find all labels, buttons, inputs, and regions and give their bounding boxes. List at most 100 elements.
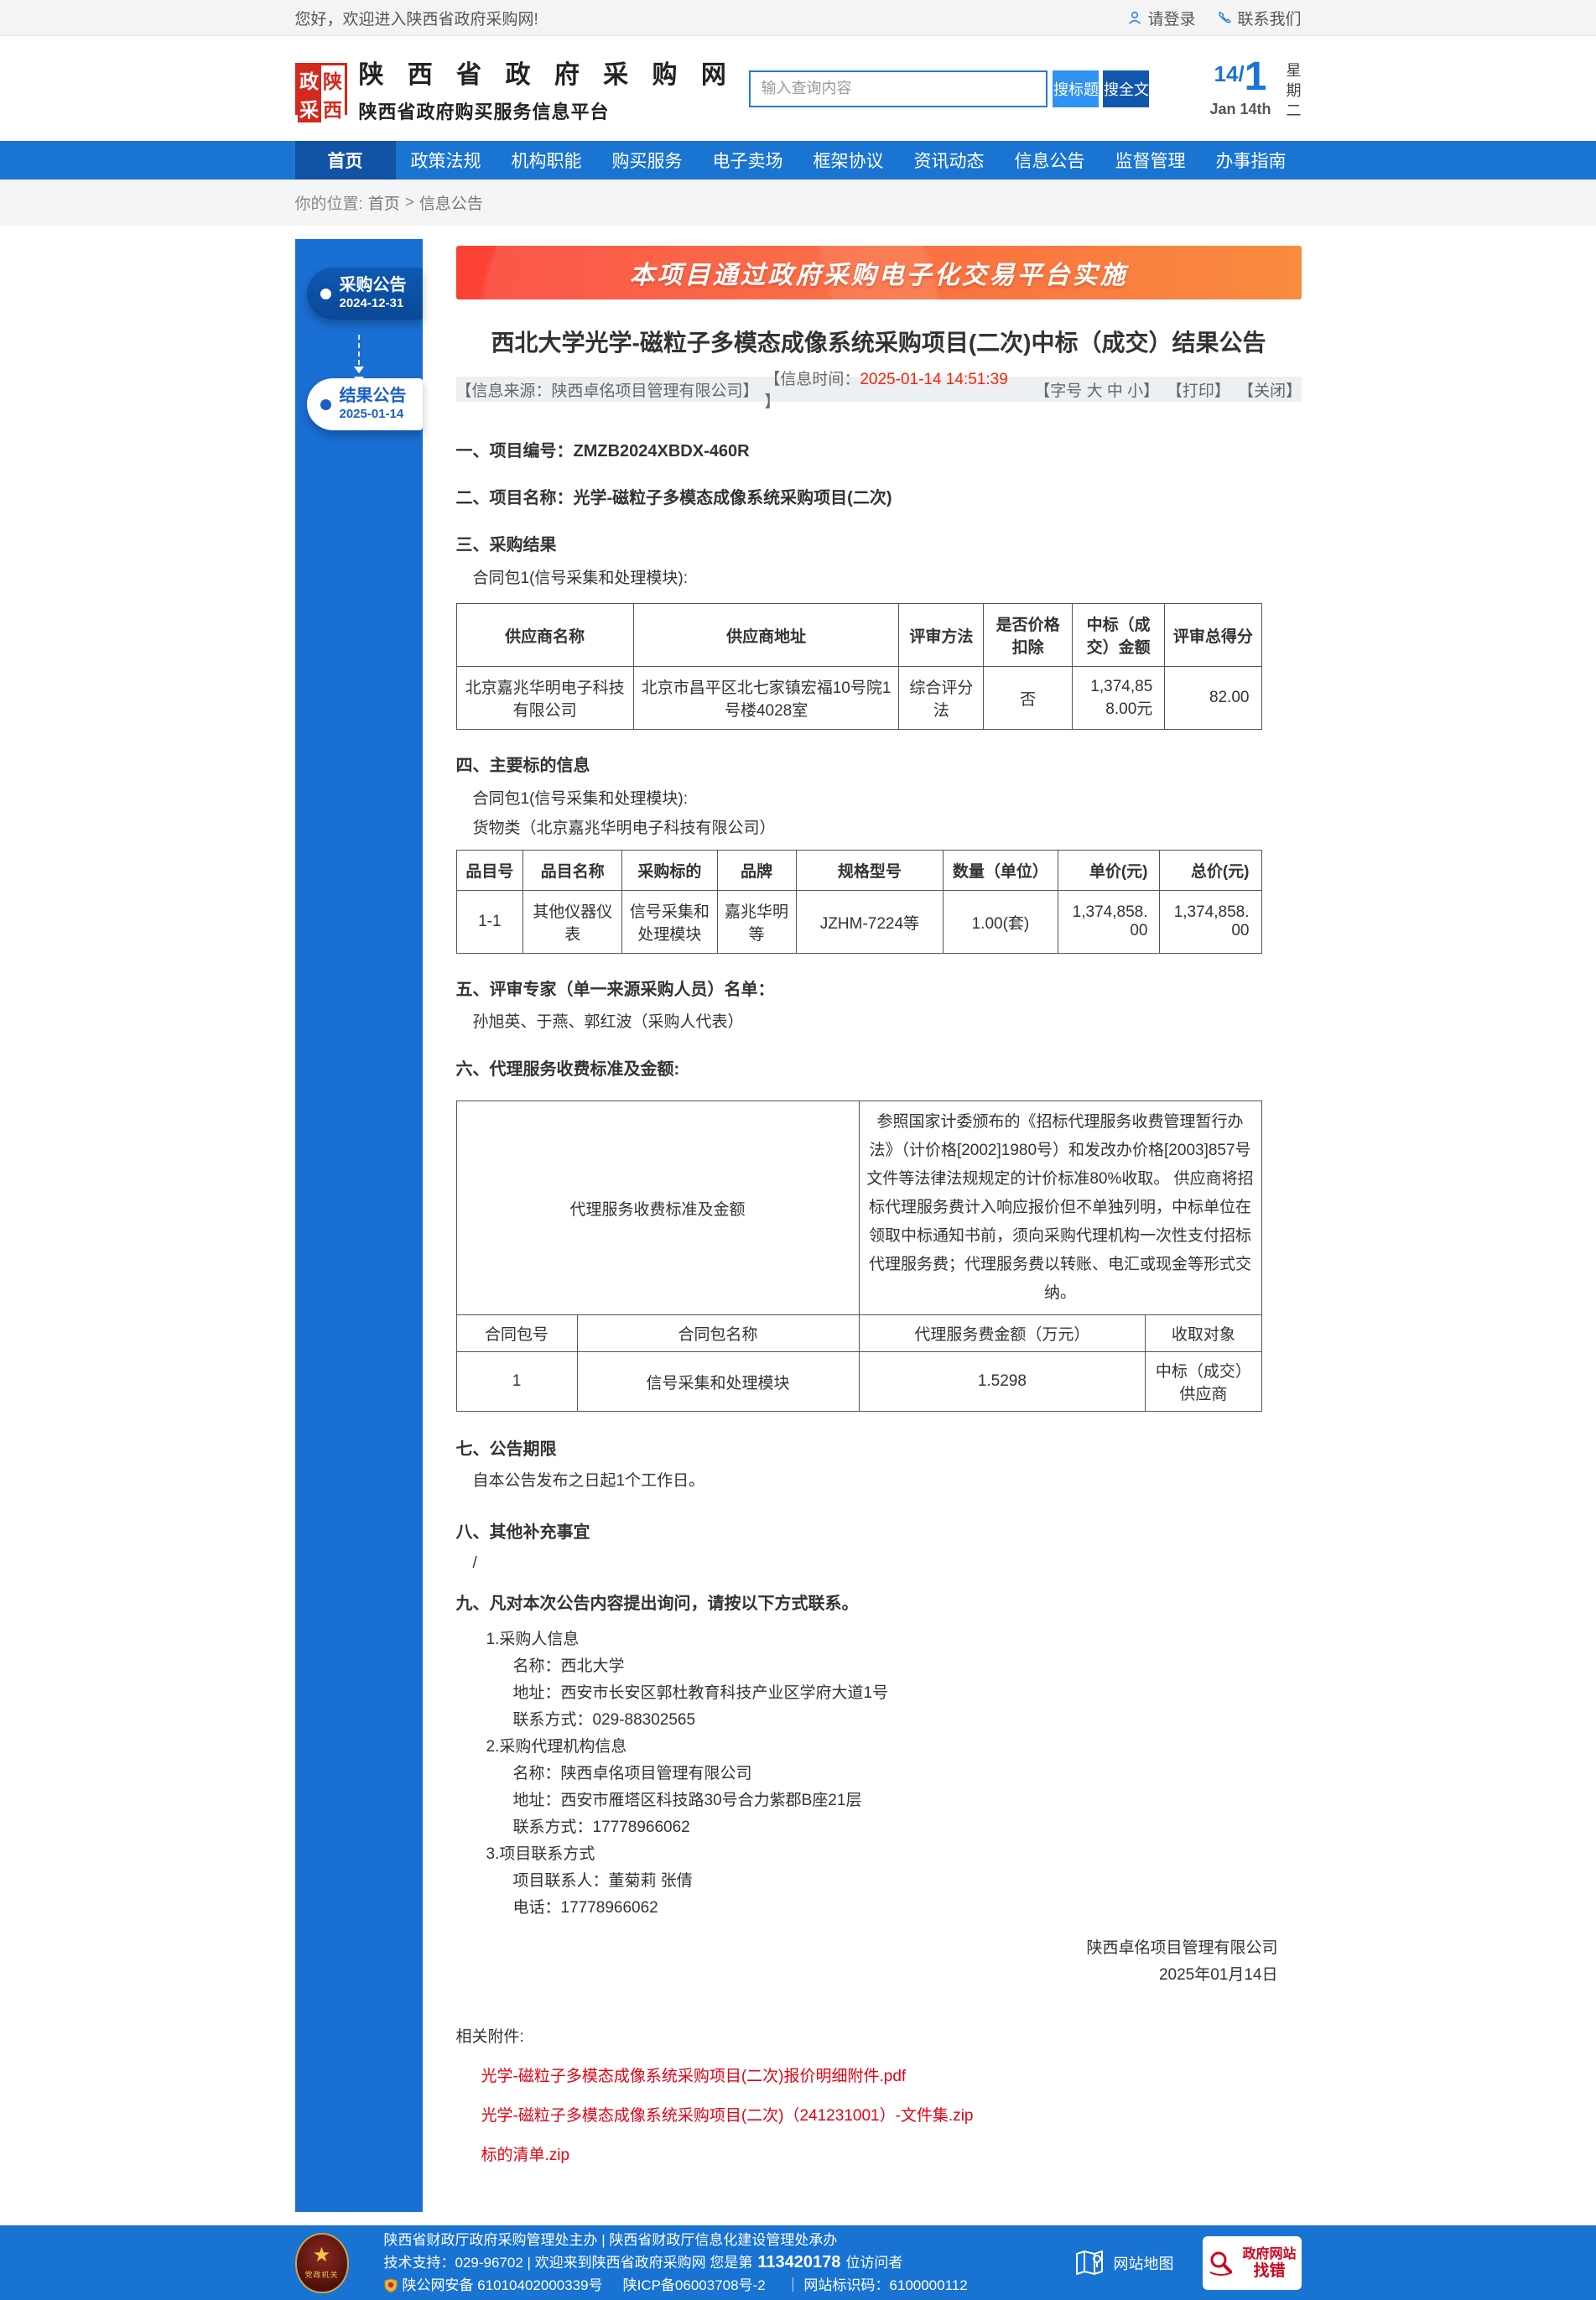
nav-supervision[interactable]: 监督管理 — [1115, 152, 1186, 171]
project-contact-person: 项目联系人：董菊莉 张倩 — [512, 1872, 693, 1890]
contact-us-link[interactable]: 联系我们 — [1217, 7, 1302, 29]
section-result-title: 三、采购结果 — [455, 536, 557, 554]
seal-char: 采 — [297, 93, 321, 122]
nav-emall[interactable]: 电子卖场 — [712, 152, 783, 171]
nav-policy[interactable]: 政策法规 — [410, 152, 481, 171]
breadcrumb-current[interactable]: 信息公告 — [418, 195, 483, 213]
beian-icp-link[interactable]: 陕ICP备06003708号-2 — [622, 2277, 766, 2293]
section-project-number: 一、项目编号：ZMZB2024XBDX-460R — [455, 442, 750, 461]
platform-banner: 本项目通过政府采购电子化交易平台实施 — [455, 246, 1302, 299]
login-link[interactable]: 请登录 — [1127, 7, 1195, 29]
search-input[interactable] — [749, 70, 1048, 107]
nav-news[interactable]: 资讯动态 — [913, 152, 985, 171]
agency-fee-description: 参照国家计委颁布的《招标代理服务收费管理暂行办法》（计价格[2002]1980号… — [858, 1101, 1262, 1315]
timeline-dot — [320, 398, 331, 410]
meta-print-button[interactable]: 【打印】 — [1166, 382, 1230, 400]
police-badge-icon — [384, 2278, 397, 2292]
buyer-info-header: 1.采购人信息 — [486, 1631, 580, 1648]
section-period-title: 七、公告期限 — [455, 1440, 557, 1459]
agency-fee-table: 代理服务收费标准及金额 参照国家计委颁布的《招标代理服务收费管理暂行办法》（计价… — [455, 1101, 1262, 1412]
breadcrumb-home-link[interactable]: 首页 — [367, 195, 400, 213]
meta-fontsize-controls[interactable]: 【字号 大 中 小】 — [1034, 382, 1160, 400]
article-meta-bar: 【信息来源：陕西卓佲项目管理有限公司】 【信息时间：2025-01-14 14:… — [455, 371, 1302, 411]
signature-block: 陕西卓佲项目管理有限公司 2025年01月14日 — [456, 1935, 1302, 1989]
beian-police-link[interactable]: 陕公网安备 61010402000339号 — [402, 2277, 603, 2293]
sidebar-item-title: 采购公告 — [339, 276, 407, 294]
site-header: 政 陕 采 西 陕 西 省 政 府 采 购 网 陕西省政府购买服务信息平台 搜标… — [0, 36, 1596, 141]
search-bar: 搜标题 搜全文 — [749, 70, 1150, 107]
platform-banner-text: 本项目通过政府采购电子化交易平台实施 — [629, 262, 1128, 289]
table-row: 代理服务收费标准及金额 参照国家计委颁布的《招标代理服务收费管理暂行办法》（计价… — [455, 1101, 1262, 1315]
table-header-row: 品目号 品目名称 采购标的 品牌 规格型号 数量（单位） 单价(元) 总价(元) — [455, 850, 1262, 891]
date-daymonth: 14/ — [1214, 60, 1245, 86]
breadcrumb-label: 你的位置: — [294, 195, 363, 213]
welcome-text: 您好，欢迎进入陕西省政府采购网! — [294, 10, 538, 29]
meta-source: 【信息来源：陕西卓佲项目管理有限公司】 — [455, 382, 759, 400]
seal-char: 陕 — [320, 65, 345, 94]
sitemap-link[interactable]: 网站地图 — [1074, 2247, 1174, 2279]
logo-seal-icon: 政 陕 采 西 — [294, 62, 347, 122]
nav-guide[interactable]: 办事指南 — [1215, 152, 1287, 171]
nav-announcements[interactable]: 信息公告 — [1014, 152, 1085, 171]
table-header-row: 合同包号 合同包名称 代理服务费金额（万元） 收取对象 — [455, 1314, 1262, 1352]
sidebar-item-date: 2024-12-31 — [339, 296, 404, 310]
search-title-button[interactable]: 搜标题 — [1053, 70, 1100, 107]
date-english: Jan 14th — [1209, 100, 1271, 117]
visitor-count: 113420178 — [757, 2253, 841, 2271]
section-experts-title: 五、评审专家（单一来源采购人员）名单： — [455, 981, 775, 999]
attachment-link-zip[interactable]: 光学-磁粒子多模态成像系统采购项目(二次)（241231001）-文件集.zip — [481, 2107, 974, 2125]
seal-char: 政 — [297, 65, 321, 94]
period-text: 自本公告发布之日起1个工作日。 — [472, 1472, 705, 1490]
meta-close-button[interactable]: 【关闭】 — [1238, 382, 1302, 400]
site-footer: ★ 党政机关 陕西省财政厅政府采购管理处主办 | 陕西省财政厅信息化建设管理处承… — [0, 2225, 1596, 2300]
sidebar-item-result-announcement[interactable]: 结果公告 2025-01-14 — [306, 378, 423, 430]
buyer-name: 名称：西北大学 — [512, 1657, 625, 1675]
result-table: 供应商名称 供应商地址 评审方法 是否价格扣除 中标（成交）金额 评审总得分 北… — [455, 603, 1262, 730]
site-id-code: ｜ 网站标识码：6100000112 — [785, 2277, 968, 2293]
seal-char: 西 — [320, 93, 345, 122]
table-row: 北京嘉兆华明电子科技有限公司 北京市昌平区北七家镇宏福10号院1号楼4028室 … — [455, 666, 1262, 730]
breadcrumb-strip: 你的位置: 首页 > 信息公告 — [0, 180, 1596, 226]
date-month-big: 1 — [1244, 54, 1267, 99]
main-nav: 首页 政策法规 机构职能 购买服务 电子卖场 框架协议 资讯动态 信息公告 监督… — [0, 141, 1596, 180]
attachments-title: 相关附件: — [455, 2028, 524, 2046]
agency-address: 地址：西安市雁塔区科技路30号合力紫郡B座21层 — [512, 1792, 862, 1809]
content-area: 采购公告 2024-12-31 结果公告 2025-01-14 本项目通过政府采… — [294, 226, 1302, 2212]
table-header-row: 供应商名称 供应商地址 评审方法 是否价格扣除 中标（成交）金额 评审总得分 — [455, 603, 1262, 667]
search-fulltext-button[interactable]: 搜全文 — [1103, 70, 1150, 107]
sidebar-item-purchase-announcement[interactable]: 采购公告 2024-12-31 — [306, 268, 423, 320]
attachment-link-pdf[interactable]: 光学-磁粒子多模态成像系统采购项目(二次)报价明细附件.pdf — [481, 2068, 907, 2085]
attachment-link-list-zip[interactable]: 标的清单.zip — [481, 2146, 570, 2164]
nav-functions[interactable]: 机构职能 — [511, 152, 582, 171]
top-bar: 您好，欢迎进入陕西省政府采购网! 请登录 联系我们 — [0, 0, 1596, 36]
nav-home[interactable]: 首页 — [294, 141, 396, 180]
items-package-label: 合同包1(信号采集和处理模块): — [472, 790, 689, 808]
buyer-telephone: 联系方式：029-88302565 — [512, 1711, 696, 1729]
signature-date: 2025年01月14日 — [1158, 1966, 1278, 1984]
table-row: 1 信号采集和处理模块 1.5298 中标（成交）供应商 — [455, 1351, 1262, 1412]
agency-info-header: 2.采购代理机构信息 — [486, 1738, 627, 1756]
date-widget: 14/1 Jan 14th 星 期 二 — [1209, 54, 1301, 121]
website-error-report-button[interactable]: 政府网站 找错 — [1202, 2235, 1302, 2290]
table-row: 1-1 其他仪器仪表 信号采集和处理模块 嘉兆华明等 JZHM-7224等 1.… — [455, 890, 1262, 954]
nav-purchase-service[interactable]: 购买服务 — [611, 152, 683, 171]
government-emblem-badge[interactable]: ★ 党政机关 — [294, 2232, 349, 2293]
nav-framework[interactable]: 框架协议 — [813, 152, 884, 171]
agency-telephone: 联系方式：17778966062 — [512, 1819, 690, 1836]
buyer-address: 地址：西安市长安区郭杜教育科技产业区学府大道1号 — [512, 1684, 889, 1702]
result-package-label: 合同包1(信号采集和处理模块): — [472, 570, 689, 587]
agency-name: 名称：陕西卓佲项目管理有限公司 — [512, 1765, 752, 1782]
experts-names: 孙旭英、于燕、郭红波（采购人代表） — [472, 1013, 744, 1031]
timeline-dot — [320, 288, 331, 299]
login-label: 请登录 — [1147, 10, 1196, 29]
error-report-label: 政府网站 找错 — [1242, 2246, 1297, 2280]
items-category-label: 货物类（北京嘉兆华明电子科技有限公司） — [472, 820, 776, 837]
sidebar-item-title: 结果公告 — [339, 387, 407, 405]
site-subtitle: 陕西省政府购买服务信息平台 — [358, 101, 610, 122]
section-agency-fee-title: 六、代理服务收费标准及金额: — [455, 1060, 680, 1079]
meta-time-value: 2025-01-14 14:51:39 — [860, 371, 1008, 388]
contact-info: 1.采购人信息 名称：西北大学 地址：西安市长安区郭杜教育科技产业区学府大道1号… — [456, 1626, 1302, 1922]
site-logo[interactable]: 政 陕 采 西 陕 西 省 政 府 采 购 网 陕西省政府购买服务信息平台 — [294, 54, 735, 124]
site-title: 陕 西 省 政 府 采 购 网 — [358, 60, 735, 89]
footer-beian-line: 陕公网安备 61010402000339号 陕ICP备06003708号-2 ｜… — [384, 2274, 968, 2297]
